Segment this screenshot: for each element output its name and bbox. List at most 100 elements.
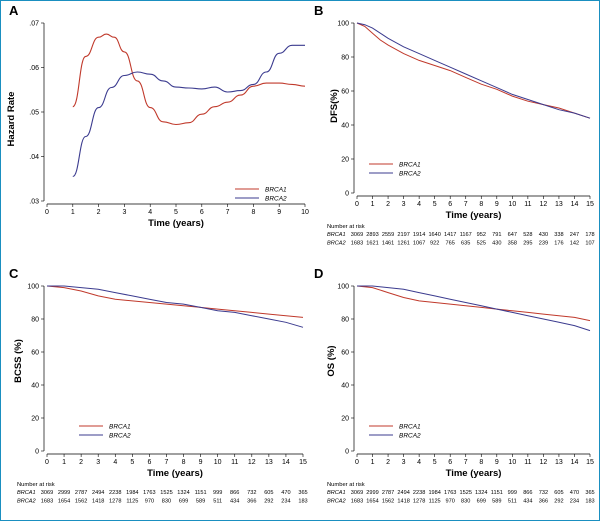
risk-cell: 589 [492,499,501,505]
panel-letter-d: D [314,266,323,281]
risk-cell: 1125 [429,499,441,505]
x-tick-label: 10 [301,209,309,216]
x-tick-label: 9 [495,459,499,466]
y-tick-label: 0 [345,190,349,197]
series-line-brca1 [356,285,591,322]
risk-cell: 1640 [428,232,440,238]
x-tick-label: 6 [200,209,204,216]
risk-cell: 647 [508,232,517,238]
risk-cell: 1562 [382,499,394,505]
x-tick-label: 4 [417,201,421,208]
series-line-brca2 [357,285,591,332]
risk-cell: 525 [477,241,486,247]
x-tick-label: 1 [71,209,75,216]
x-tick-label: 5 [174,209,178,216]
risk-cell: 1984 [126,490,138,496]
risk-cell: 1324 [475,490,487,496]
y-tick-label: 80 [341,316,349,323]
y-tick-label: 100 [27,283,39,290]
y-tick-label: 60 [341,349,349,356]
risk-cell: 1324 [177,490,189,496]
risk-cell: 999 [213,490,222,496]
x-tick-label: 10 [214,459,222,466]
risk-cell: 1278 [413,499,425,505]
risk-cell: 765 [446,241,455,247]
risk-table-title: Number at risk [17,482,55,488]
y-tick-label: .03 [29,198,39,205]
x-tick-label: 10 [508,459,516,466]
x-tick-label: 2 [386,201,390,208]
risk-cell: 1914 [413,232,425,238]
risk-cell: 1525 [160,490,172,496]
risk-cell: 830 [162,499,171,505]
x-tick-label: 3 [96,459,100,466]
y-tick-label: 60 [31,349,39,356]
y-axis-title: BCSS (%) [13,339,24,383]
risk-cell: 366 [247,499,256,505]
risk-cell: 470 [281,490,290,496]
risk-cell: 2238 [109,490,121,496]
y-tick-label: .06 [29,65,39,72]
risk-cell: 2787 [75,490,87,496]
x-tick-label: 14 [571,459,579,466]
x-tick-label: 8 [182,459,186,466]
y-tick-label: 20 [31,415,39,422]
x-tick-label: 6 [448,201,452,208]
x-tick-label: 2 [97,209,101,216]
y-tick-label: 20 [341,156,349,163]
x-tick-label: 3 [122,209,126,216]
risk-cell: 1683 [41,499,53,505]
x-tick-label: 11 [231,459,238,466]
panel-c: C0 1 2 3 4 5 6 7 8 9 10 11 12 13 14 15020406080100Time … [9,266,308,505]
risk-cell: 2999 [366,490,378,496]
x-tick-label: 11 [524,459,531,466]
x-tick-label: 12 [248,459,256,466]
risk-row-label-brca1: BRCA1 [17,490,36,496]
x-tick-label: 0 [355,459,359,466]
risk-cell: 430 [492,241,501,247]
series-line-brca1 [72,33,306,126]
x-tick-label: 5 [433,459,437,466]
y-tick-label: 40 [341,382,349,389]
x-tick-label: 7 [165,459,169,466]
risk-cell: 2197 [397,232,409,238]
x-tick-label: 14 [282,459,290,466]
x-tick-label: 9 [199,459,203,466]
x-tick-label: 3 [402,459,406,466]
panel-b: B0 1 2 3 4 5 6 7 8 9 10 11 12 13 14 15020406080100Time … [314,3,595,247]
x-tick-label: 15 [586,201,594,208]
x-tick-label: 2 [386,459,390,466]
risk-cell: 528 [523,232,532,238]
x-tick-label: 0 [45,459,49,466]
x-tick-label: 13 [265,459,273,466]
x-tick-label: 0 [355,201,359,208]
series-line-brca1 [46,285,304,318]
legend-label-brca1: BRCA1 [109,423,131,430]
risk-cell: 239 [539,241,548,247]
x-tick-label: 13 [555,201,563,208]
x-tick-label: 4 [148,209,152,216]
risk-cell: 292 [264,499,273,505]
y-tick-label: .04 [29,154,39,161]
risk-cell: 3069 [41,490,53,496]
x-tick-label: 7 [464,459,468,466]
risk-cell: 866 [523,490,532,496]
x-tick-label: 15 [586,459,594,466]
risk-cell: 295 [523,241,532,247]
risk-cell: 1683 [351,241,363,247]
panel-d: D0 1 2 3 4 5 6 7 8 9 10 11 12 13 14 15020406080100Time … [314,266,595,505]
risk-cell: 952 [477,232,486,238]
risk-cell: 970 [145,499,154,505]
legend-label-brca2: BRCA2 [399,432,421,439]
x-tick-label: 14 [571,201,579,208]
risk-cell: 999 [508,490,517,496]
risk-cell: 2787 [382,490,394,496]
risk-cell: 1654 [366,499,378,505]
x-tick-label: 7 [464,201,468,208]
risk-cell: 2559 [382,232,394,238]
x-tick-label: 15 [299,459,307,466]
risk-row-label-brca2: BRCA2 [327,499,347,505]
y-tick-label: 60 [341,88,349,95]
risk-cell: 699 [179,499,188,505]
